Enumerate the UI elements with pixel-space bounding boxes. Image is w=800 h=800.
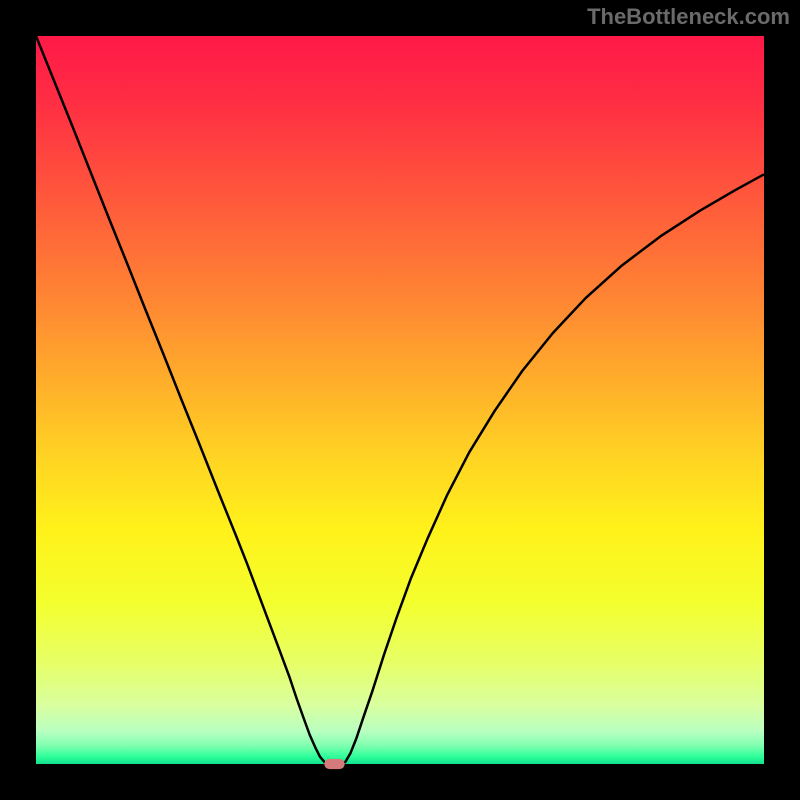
bottleneck-chart [0,0,800,800]
optimal-marker [324,759,344,769]
chart-container: TheBottleneck.com [0,0,800,800]
watermark-text: TheBottleneck.com [587,4,790,30]
gradient-background [36,36,764,764]
chart-svg [0,0,800,800]
